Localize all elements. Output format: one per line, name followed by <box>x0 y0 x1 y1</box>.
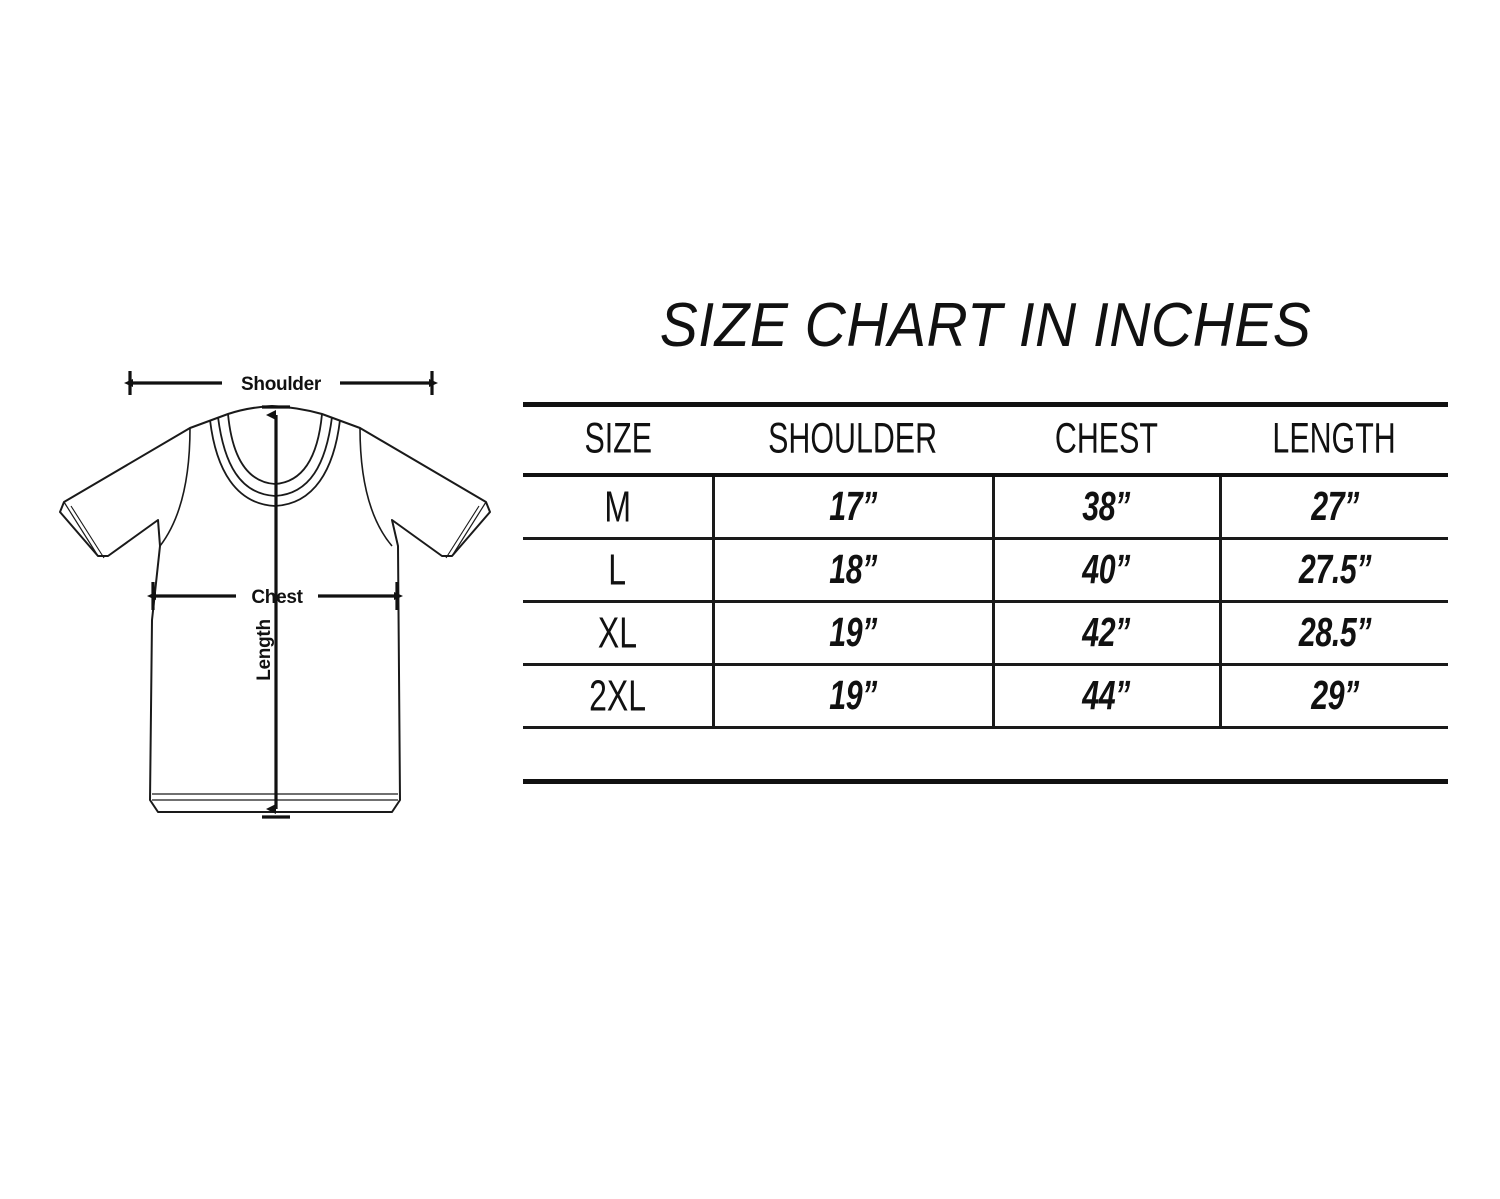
cell-chest-value: 38” <box>1082 483 1131 529</box>
tshirt-measurement-diagram: Shoulder Chest Length <box>40 360 510 850</box>
table-footer-spacer-row <box>523 727 1448 784</box>
cell-size: 2XL <box>523 664 715 729</box>
cell-size: L <box>523 538 715 603</box>
column-header-size-label: SIZE <box>584 415 652 463</box>
column-header-size: SIZE <box>523 402 713 477</box>
cell-size-value: M <box>603 482 631 531</box>
cell-chest: 42” <box>993 601 1222 666</box>
cell-chest: 40” <box>993 538 1222 603</box>
cell-chest-value: 40” <box>1082 546 1131 592</box>
column-header-shoulder: SHOULDER <box>713 402 993 477</box>
column-header-chest: CHEST <box>993 402 1220 477</box>
cell-length: 28.5” <box>1220 601 1448 666</box>
cell-size-value: XL <box>597 608 637 657</box>
cell-length-value: 27.5” <box>1298 546 1372 592</box>
length-dimension-label: Length <box>254 619 275 681</box>
size-chart-panel: SIZE CHART IN INCHES SIZE SHOULDER CHEST <box>523 290 1448 784</box>
table-footer-spacer-cell <box>523 727 1448 784</box>
column-header-length: LENGTH <box>1220 402 1448 477</box>
cell-size: XL <box>523 601 715 666</box>
cell-chest: 44” <box>993 664 1222 729</box>
cell-size-value: L <box>608 545 627 594</box>
table-row: M 17” 38” 27” <box>523 473 1448 540</box>
cell-shoulder-value: 19” <box>829 609 877 655</box>
cell-length: 27” <box>1220 473 1448 540</box>
cell-chest: 38” <box>993 473 1222 540</box>
cell-shoulder: 19” <box>713 601 995 666</box>
table-header: SIZE SHOULDER CHEST LENGTH <box>523 402 1448 477</box>
cell-length-value: 29” <box>1310 672 1359 718</box>
table-header-row: SIZE SHOULDER CHEST LENGTH <box>523 402 1448 477</box>
cell-chest-value: 42” <box>1082 609 1131 655</box>
table-row: XL 19” 42” 28.5” <box>523 601 1448 666</box>
cell-length-value: 27” <box>1310 483 1359 529</box>
length-dimension-arrow <box>262 405 290 819</box>
cell-shoulder: 17” <box>713 473 995 540</box>
cell-size-value: 2XL <box>588 671 646 720</box>
size-chart-table: SIZE SHOULDER CHEST LENGTH M <box>523 402 1448 784</box>
shoulder-dimension-arrow <box>124 371 438 395</box>
table-row: 2XL 19” 44” 29” <box>523 664 1448 729</box>
cell-size: M <box>523 473 715 540</box>
page-title: SIZE CHART IN INCHES <box>659 291 1312 360</box>
cell-shoulder-value: 19” <box>829 672 877 718</box>
cell-shoulder-value: 18” <box>829 546 877 592</box>
cell-chest-value: 44” <box>1082 672 1131 718</box>
cell-length: 27.5” <box>1220 538 1448 603</box>
cell-length-value: 28.5” <box>1298 609 1372 655</box>
chest-dimension-arrow <box>147 582 403 610</box>
cell-shoulder: 19” <box>713 664 995 729</box>
column-header-shoulder-label: SHOULDER <box>768 415 938 463</box>
shoulder-dimension-label: Shoulder <box>241 374 322 395</box>
cell-shoulder-value: 17” <box>829 483 877 529</box>
column-header-chest-label: CHEST <box>1054 415 1159 463</box>
cell-shoulder: 18” <box>713 538 995 603</box>
cell-length: 29” <box>1220 664 1448 729</box>
table-body: M 17” 38” 27” L 18” 40” <box>523 473 1448 784</box>
column-header-length-label: LENGTH <box>1272 415 1396 463</box>
chest-dimension-label: Chest <box>251 587 303 608</box>
table-row: L 18” 40” 27.5” <box>523 538 1448 603</box>
